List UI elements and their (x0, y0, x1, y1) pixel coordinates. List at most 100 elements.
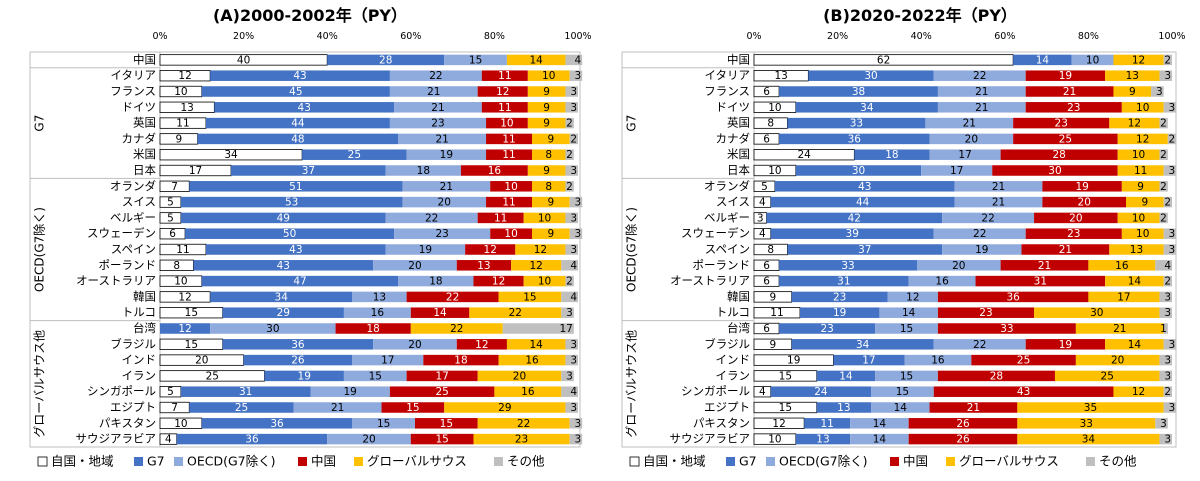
bar-segment (766, 212, 943, 224)
data-label: 15 (440, 418, 453, 430)
category-label: スウェーデン (681, 226, 750, 240)
bar-segment (992, 165, 1118, 176)
data-label: 9 (175, 133, 182, 145)
category-label: シンガポール (681, 384, 750, 398)
data-label: 2 (566, 276, 573, 288)
category-label: スウェーデン (87, 226, 156, 240)
data-label: 21 (975, 102, 988, 114)
bar-segment (795, 165, 922, 176)
bar-segment (1163, 275, 1172, 287)
data-label: 15 (435, 434, 448, 446)
legend-swatch (354, 457, 363, 466)
x-tick-label: 20% (827, 31, 848, 42)
bar-segment (373, 260, 457, 271)
bar-segment (193, 260, 374, 271)
data-label: 3 (1164, 307, 1171, 319)
data-label: 15 (896, 386, 909, 398)
data-label: 21 (1038, 260, 1051, 272)
data-label: 22 (973, 339, 986, 351)
bar-segment (222, 307, 344, 318)
data-label: 49 (277, 212, 290, 224)
data-label: 9 (1129, 86, 1136, 98)
data-label: 19 (833, 307, 846, 319)
bar-segment (486, 133, 533, 145)
data-label: 17 (435, 370, 448, 382)
category-label: 米国 (133, 147, 156, 161)
data-label: 15 (900, 370, 913, 382)
data-label: 20 (408, 339, 421, 351)
data-label: 19 (440, 149, 453, 161)
data-label: 21 (975, 86, 988, 98)
bar-segment (243, 354, 353, 366)
data-label: 28 (379, 54, 392, 66)
category-label: イタリア (110, 68, 156, 82)
data-label: 10 (1086, 54, 1099, 66)
data-label: 9 (547, 133, 554, 145)
data-label: 15 (469, 54, 482, 66)
bar-segment (210, 291, 353, 303)
data-label: 20 (1078, 197, 1091, 209)
data-label: 28 (1052, 149, 1065, 161)
bar-segment (527, 117, 566, 129)
category-label: オランダ (704, 179, 750, 193)
bar-segment (201, 418, 353, 429)
category-label: 中国 (133, 52, 156, 66)
bar-segment (879, 307, 938, 318)
bar-segment (1042, 181, 1122, 192)
data-label: 9 (543, 102, 550, 114)
data-label: 15 (406, 402, 419, 414)
data-label: 14 (1128, 276, 1142, 288)
bar-segment (779, 323, 876, 334)
bar-segment (937, 86, 1026, 97)
bar-segment (942, 244, 1022, 255)
data-label: 3 (1164, 70, 1171, 82)
bar-segment (189, 402, 294, 413)
data-label: 53 (285, 197, 298, 209)
category-label: 英国 (727, 116, 750, 130)
data-label: 16 (521, 386, 535, 398)
category-label: ベルギー (110, 210, 156, 224)
bar-segment (1151, 86, 1164, 97)
bar-segment (561, 370, 574, 382)
data-label: 5 (167, 197, 174, 209)
data-label: 11 (176, 244, 189, 256)
data-label: 23 (1067, 228, 1080, 240)
data-label: 9 (543, 86, 550, 98)
legend-swatch (37, 456, 48, 467)
data-label: 19 (1059, 339, 1072, 351)
data-label: 15 (185, 339, 198, 351)
data-label: 31 (837, 276, 850, 288)
bar-segment (406, 370, 478, 382)
legend-swatch (298, 457, 307, 466)
category-label: イラン (122, 368, 157, 382)
data-label: 3 (1168, 102, 1175, 114)
data-label: 22 (973, 228, 986, 240)
bar-segment (565, 402, 578, 413)
category-label: インド (716, 353, 751, 367)
data-label: 23 (431, 118, 444, 130)
data-label: 10 (768, 434, 781, 446)
legend-swatch (629, 456, 640, 467)
bar-segment (406, 149, 487, 160)
data-label: 34 (860, 102, 874, 114)
bar-segment (804, 418, 851, 429)
bar-segment (414, 418, 478, 429)
bar-segment (398, 133, 487, 145)
bar-segment (1071, 54, 1114, 66)
data-label: 11 (176, 118, 189, 130)
data-label: 30 (864, 70, 877, 82)
data-label: 17 (189, 165, 202, 177)
bar-segment (561, 386, 578, 397)
bar-segment (1159, 307, 1172, 318)
data-label: 18 (429, 276, 442, 288)
bar-segment (565, 149, 574, 160)
data-label: 11 (498, 102, 511, 114)
bar-segment (532, 133, 570, 145)
bar-segment (933, 70, 1026, 81)
bar-segment (532, 196, 570, 208)
data-label: 10 (538, 212, 551, 224)
data-label: 10 (174, 418, 187, 430)
data-label: 21 (440, 181, 453, 193)
legend-label: 自国・地域 (643, 454, 706, 469)
bar-segment (942, 212, 1035, 224)
